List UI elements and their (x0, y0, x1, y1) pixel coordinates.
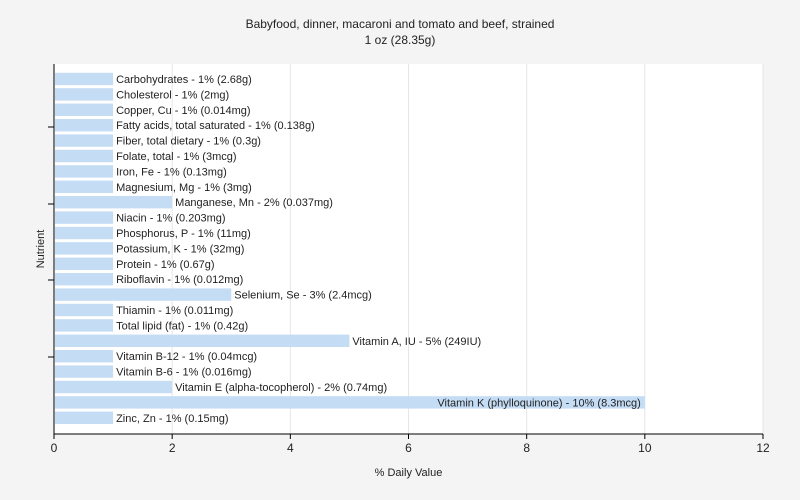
bar-vitamin-e-alpha-tocopherol (55, 380, 173, 394)
x-tick-label: 6 (405, 441, 412, 455)
bar-protein (55, 257, 114, 270)
bar-label: Selenium, Se - 3% (2.4mcg) (234, 290, 372, 302)
bar-label: Thiamin - 1% (0.011mg) (116, 305, 233, 317)
bar-cholesterol (55, 88, 114, 101)
x-tick-label: 8 (523, 441, 530, 455)
bar-label: Riboflavin - 1% (0.012mg) (116, 274, 243, 286)
bar-vitamin-k-phylloquinone (55, 396, 645, 409)
bar-label: Magnesium, Mg - 1% (3mg) (116, 182, 252, 194)
bar-copper-cu (55, 103, 114, 116)
x-tick-label: 12 (756, 441, 770, 455)
x-tick-label: 0 (51, 441, 58, 455)
x-axis-label: % Daily Value (375, 467, 443, 479)
x-tick-label: 4 (287, 441, 294, 455)
chart-subtitle: 1 oz (28.35g) (364, 33, 436, 47)
bar-potassium-k (55, 242, 114, 255)
bar-fatty-acids-total-saturated (55, 119, 114, 132)
bar-thiamin (55, 303, 114, 317)
bar-manganese-mn (55, 196, 173, 209)
bar-label: Vitamin B-12 - 1% (0.04mcg) (116, 351, 257, 363)
chart-title: Babyfood, dinner, macaroni and tomato an… (245, 17, 555, 31)
bar-label: Phosphorus, P - 1% (11mg) (116, 228, 251, 240)
bar-label: Fiber, total dietary - 1% (0.3g) (116, 136, 261, 148)
x-tick-label: 10 (638, 441, 652, 455)
bar-selenium-se (55, 288, 232, 301)
bar-label: Manganese, Mn - 2% (0.037mg) (175, 197, 333, 209)
bar-iron-fe (55, 165, 114, 178)
bar-vitamin-a-iu (55, 334, 350, 347)
bar-label: Vitamin A, IU - 5% (249IU) (352, 336, 481, 348)
bar-label: Potassium, K - 1% (32mg) (116, 243, 244, 255)
bar-label: Niacin - 1% (0.203mg) (116, 213, 225, 225)
bar-label: Folate, total - 1% (3mcg) (116, 151, 236, 163)
bar-total-lipid-fat (55, 319, 114, 332)
bar-niacin (55, 211, 114, 224)
bar-label: Protein - 1% (0.67g) (116, 259, 214, 271)
bar-zinc-zn (55, 411, 114, 424)
bar-riboflavin (55, 273, 114, 286)
bar-label: Fatty acids, total saturated - 1% (0.138… (116, 120, 315, 132)
x-tick-label: 2 (169, 441, 176, 455)
bar-vitamin-b-12 (55, 350, 114, 363)
bar-carbohydrates (55, 72, 114, 86)
bar-label: Zinc, Zn - 1% (0.15mg) (116, 413, 228, 425)
bar-folate-total (55, 149, 114, 163)
bar-label: Vitamin E (alpha-tocopherol) - 2% (0.74m… (175, 382, 387, 394)
bar-label: Total lipid (fat) - 1% (0.42g) (116, 320, 248, 332)
bar-label: Vitamin K (phylloquinone) - 10% (8.3mcg) (437, 397, 640, 409)
bar-vitamin-b-6 (55, 365, 114, 378)
bar-label: Cholesterol - 1% (2mg) (116, 89, 229, 101)
bar-magnesium-mg (55, 180, 114, 193)
bar-phosphorus-p (55, 226, 114, 240)
y-axis-label: Nutrient (35, 230, 47, 269)
bar-label: Iron, Fe - 1% (0.13mg) (116, 166, 227, 178)
bar-label: Carbohydrates - 1% (2.68g) (116, 74, 252, 86)
bar-fiber-total-dietary (55, 134, 114, 147)
bar-label: Vitamin B-6 - 1% (0.016mg) (116, 367, 252, 379)
bar-label: Copper, Cu - 1% (0.014mg) (116, 105, 251, 117)
